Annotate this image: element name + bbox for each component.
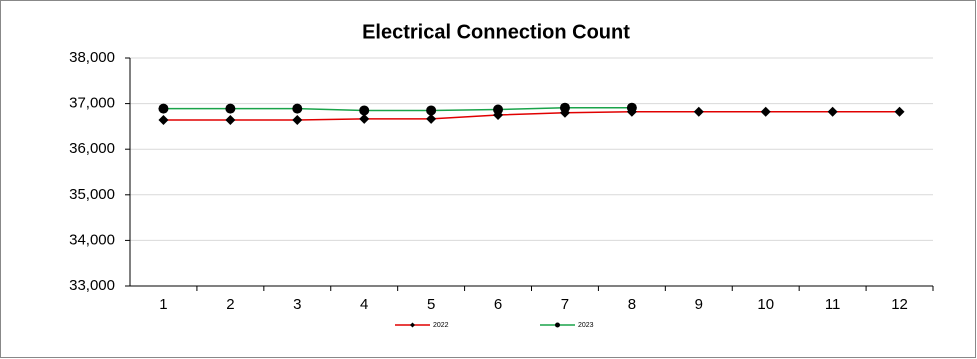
x-tick-label: 7 [561, 296, 569, 313]
marker [894, 106, 905, 117]
x-tick-label: 9 [695, 296, 703, 313]
series-line [163, 106, 632, 112]
x-tick-label: 6 [494, 296, 502, 313]
marker [559, 102, 570, 113]
x-tick-label: 3 [293, 296, 301, 313]
marker [359, 113, 370, 124]
marker [555, 322, 560, 328]
marker [426, 105, 437, 116]
x-tick-label: 11 [825, 296, 841, 313]
marker [225, 115, 236, 126]
x-tick-label: 12 [891, 296, 908, 313]
marker [827, 106, 838, 117]
y-tick-label: 35,000 [69, 186, 115, 203]
marker [426, 113, 437, 124]
x-tick-label: 4 [360, 296, 368, 313]
legend-label: 2022 [433, 322, 449, 329]
marker [410, 322, 415, 328]
marker [225, 103, 236, 114]
marker [626, 102, 637, 113]
x-tick-label: 1 [159, 296, 167, 313]
chart-title: Electrical Connection Count [362, 21, 630, 43]
marker [760, 106, 771, 117]
y-tick-label: 33,000 [69, 277, 115, 294]
marker [158, 103, 169, 114]
marker [158, 115, 169, 126]
y-tick-label: 38,000 [69, 49, 115, 66]
y-tick-label: 36,000 [69, 140, 115, 157]
marker [292, 103, 303, 114]
legend-label: 2023 [578, 322, 594, 329]
y-tick-label: 34,000 [69, 231, 115, 248]
x-tick-label: 8 [628, 296, 636, 313]
marker [693, 106, 704, 117]
marker [493, 104, 504, 115]
x-tick-label: 5 [427, 296, 435, 313]
marker [292, 115, 303, 126]
x-tick-label: 10 [757, 296, 774, 313]
y-tick-label: 37,000 [69, 95, 115, 112]
marker [359, 105, 370, 116]
x-tick-label: 2 [226, 296, 234, 313]
series-line [163, 111, 900, 121]
